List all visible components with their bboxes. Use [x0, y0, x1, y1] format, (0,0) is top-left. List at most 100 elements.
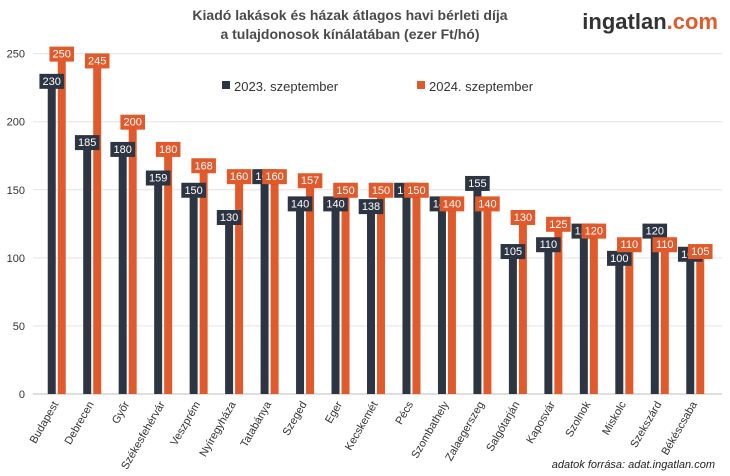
data-label-2023: 140 [326, 198, 344, 210]
bar-2023 [579, 230, 588, 394]
y-tick-label: 200 [7, 117, 25, 129]
data-label-2023-bg [216, 210, 242, 225]
data-label-2024-bg [226, 169, 252, 185]
x-tick-label: Zalaegerszeg [443, 399, 487, 463]
data-label-2023: 180 [114, 144, 132, 156]
data-label-2024: 168 [194, 160, 212, 172]
data-label-2024: 110 [621, 239, 639, 251]
bar-2023 [615, 257, 624, 394]
x-tick-label: Miskolc [600, 399, 629, 437]
data-label-2024: 150 [336, 185, 354, 197]
data-label-2023-bg [465, 175, 490, 191]
data-label-2024: 160 [230, 171, 248, 183]
data-label-2024: 120 [585, 226, 603, 238]
bar-2023 [118, 148, 127, 394]
bar-2023 [260, 176, 269, 394]
bar-2023 [225, 217, 234, 394]
x-tick-label: Kaposvár [524, 399, 558, 446]
data-label-2023: 138 [362, 201, 380, 213]
bar-2023 [331, 203, 340, 394]
legend-swatch-2023 [222, 81, 230, 89]
data-label-2023: 150 [184, 185, 202, 197]
data-label-2024: 150 [407, 185, 425, 197]
bar-2023 [83, 142, 92, 394]
data-label-2023-bg [607, 250, 632, 266]
data-label-2024-bg [333, 182, 358, 198]
bar-2023 [189, 189, 198, 394]
data-label-2024: 245 [88, 55, 106, 67]
x-tick-label: Eger [323, 399, 345, 425]
data-label-2023: 230 [43, 76, 61, 88]
data-label-2023: 120 [646, 226, 664, 238]
data-label-2023-bg [145, 170, 171, 186]
data-label-2023-bg [642, 223, 668, 239]
data-label-2024-bg [191, 158, 216, 174]
bar-2024 [341, 189, 350, 394]
bar-2023 [473, 182, 482, 394]
legend: 2023. szeptember 2024. szeptember [222, 79, 534, 94]
y-axis: 0 50 100 150 200 250 [7, 49, 25, 401]
bar-2023 [367, 206, 375, 394]
data-label-2024: 150 [372, 185, 390, 197]
data-label-2024: 180 [159, 144, 177, 156]
y-tick-label: 100 [7, 253, 25, 265]
bars [47, 53, 705, 395]
legend-swatch-2024 [417, 81, 425, 89]
data-label-2024-bg [475, 196, 500, 212]
x-tick-label: Szombathely [409, 399, 451, 461]
bar-2024 [57, 53, 66, 394]
y-tick-label: 0 [19, 389, 25, 401]
data-label-2023: 105 [504, 246, 522, 258]
chart-title-line-1: Kiadó lakások és házak átlagos havi bérl… [192, 7, 507, 23]
x-tick-label: Debrecen [63, 400, 97, 447]
x-tick-label: Szeged [281, 400, 310, 438]
data-label-2024: 125 [549, 219, 567, 231]
data-label-2024-bg [510, 210, 536, 225]
bar-2023 [650, 230, 659, 394]
data-label-2024: 140 [443, 198, 461, 210]
data-label-2024-bg [155, 141, 181, 157]
data-label-2024: 160 [265, 171, 283, 183]
data-label-2023-bg [287, 196, 313, 212]
bar-2023 [296, 203, 305, 394]
data-label-2023-bg [536, 237, 561, 253]
data-label-2024-bg [297, 173, 323, 189]
brand-logo: ingatlan.com [582, 9, 718, 34]
bar-2024 [518, 217, 527, 394]
bar-2024 [164, 148, 173, 394]
x-tick-label: Veszprém [168, 400, 203, 448]
data-label-2023: 110 [540, 239, 558, 251]
bar-2023 [508, 251, 517, 394]
data-label-2024-bg [84, 53, 110, 69]
data-label-2024-bg [262, 169, 287, 185]
bar-2023 [437, 203, 446, 394]
bar-2024 [306, 180, 315, 394]
data-label-2024-bg [546, 216, 571, 232]
data-label-2024-bg [617, 237, 642, 253]
bar-2023 [154, 177, 163, 394]
data-label-2023-bg [323, 196, 348, 212]
x-tick-label: Pécs [393, 399, 416, 427]
data-label-2024-bg [404, 182, 429, 198]
bar-2024 [625, 244, 634, 394]
brand-name: ingatlan [582, 9, 666, 34]
bar-2023 [402, 189, 411, 394]
data-labels: 230 250 185 245 180 200 159 180 150 168 130 160 160 1… [39, 46, 713, 266]
data-label-2023-bg [358, 199, 384, 215]
data-label-2023: 100 [610, 253, 628, 265]
y-tick-label: 150 [7, 185, 25, 197]
data-label-2024: 200 [124, 117, 142, 129]
bar-2024 [447, 203, 456, 394]
bar-2024 [270, 176, 279, 394]
x-tick-label: Szekszárd [628, 400, 664, 450]
data-label-2024-bg [49, 46, 75, 62]
bar-2023 [544, 244, 553, 394]
x-tick-label: Kecskemét [343, 400, 381, 453]
bar-2024 [93, 60, 102, 395]
y-tick-label: 250 [7, 49, 25, 61]
data-label-2023-bg [39, 73, 65, 89]
data-label-2023: 140 [291, 198, 309, 210]
bar-2024 [128, 121, 137, 394]
data-label-2023-bg [74, 135, 100, 151]
